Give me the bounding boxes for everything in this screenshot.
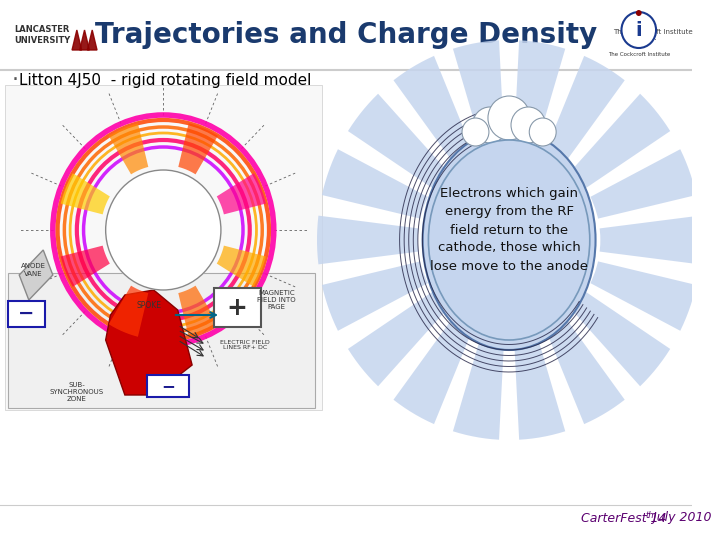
Text: Trajectories and Charge Density: Trajectories and Charge Density — [94, 21, 597, 49]
FancyBboxPatch shape — [8, 301, 45, 327]
Circle shape — [462, 118, 489, 146]
Ellipse shape — [428, 140, 590, 340]
Polygon shape — [179, 123, 218, 174]
FancyBboxPatch shape — [0, 0, 692, 70]
Polygon shape — [509, 240, 696, 331]
Polygon shape — [509, 94, 670, 240]
Text: ·: · — [12, 70, 19, 90]
Polygon shape — [509, 56, 625, 240]
Text: −: − — [161, 377, 175, 395]
Polygon shape — [348, 94, 509, 240]
Circle shape — [418, 145, 600, 335]
Circle shape — [511, 107, 546, 143]
Text: LANCASTER
UNIVERSITY: LANCASTER UNIVERSITY — [14, 25, 71, 45]
Polygon shape — [60, 173, 110, 214]
Polygon shape — [453, 40, 509, 240]
Text: Litton 4J50  - rigid rotating field model: Litton 4J50 - rigid rotating field model — [19, 72, 312, 87]
Polygon shape — [19, 250, 53, 300]
Polygon shape — [509, 40, 565, 240]
Polygon shape — [80, 30, 89, 50]
Polygon shape — [106, 290, 192, 395]
Polygon shape — [322, 240, 509, 331]
Polygon shape — [509, 240, 625, 424]
Text: +: + — [227, 296, 248, 320]
Polygon shape — [453, 240, 509, 440]
Circle shape — [472, 107, 507, 143]
Polygon shape — [393, 240, 509, 424]
Text: th: th — [646, 510, 654, 519]
Text: i: i — [636, 21, 642, 39]
FancyBboxPatch shape — [8, 273, 315, 408]
Text: The Cockcroft Institute: The Cockcroft Institute — [608, 52, 670, 57]
Polygon shape — [60, 246, 110, 287]
Polygon shape — [72, 30, 81, 50]
Text: The Cockcroft Institute
...: The Cockcroft Institute ... — [613, 29, 693, 42]
Text: ELECTRIC FIELD
LINES RF+ DC: ELECTRIC FIELD LINES RF+ DC — [220, 340, 270, 350]
Polygon shape — [393, 56, 509, 240]
Text: MAGNETIC
FIELD INTO
PAGE: MAGNETIC FIELD INTO PAGE — [257, 290, 296, 310]
FancyBboxPatch shape — [327, 75, 687, 410]
Text: −: − — [18, 303, 34, 322]
Polygon shape — [509, 149, 696, 240]
Ellipse shape — [423, 130, 595, 350]
Polygon shape — [87, 30, 97, 50]
Polygon shape — [509, 215, 701, 265]
Text: SPOKE: SPOKE — [136, 300, 161, 309]
Polygon shape — [348, 240, 509, 386]
Polygon shape — [179, 286, 218, 337]
Polygon shape — [217, 173, 266, 214]
Polygon shape — [217, 246, 266, 287]
Text: Electrons which gain
energy from the RF
field return to the
cathode, those which: Electrons which gain energy from the RF … — [430, 187, 588, 273]
FancyBboxPatch shape — [5, 85, 322, 410]
FancyBboxPatch shape — [147, 375, 189, 397]
Text: CarterFest 14: CarterFest 14 — [581, 511, 667, 524]
Polygon shape — [317, 215, 509, 265]
Circle shape — [621, 12, 656, 48]
Polygon shape — [109, 123, 148, 174]
Circle shape — [529, 118, 556, 146]
Circle shape — [106, 170, 221, 290]
Text: July 2010: July 2010 — [649, 511, 712, 524]
Polygon shape — [322, 149, 509, 240]
Polygon shape — [509, 240, 565, 440]
Text: ANODE
VANE: ANODE VANE — [21, 263, 46, 276]
FancyBboxPatch shape — [215, 288, 261, 327]
Polygon shape — [509, 240, 670, 386]
Text: SUB-
SYNCHRONOUS
ZONE: SUB- SYNCHRONOUS ZONE — [50, 382, 104, 402]
Polygon shape — [109, 286, 148, 337]
Circle shape — [488, 96, 530, 140]
Circle shape — [636, 10, 642, 16]
